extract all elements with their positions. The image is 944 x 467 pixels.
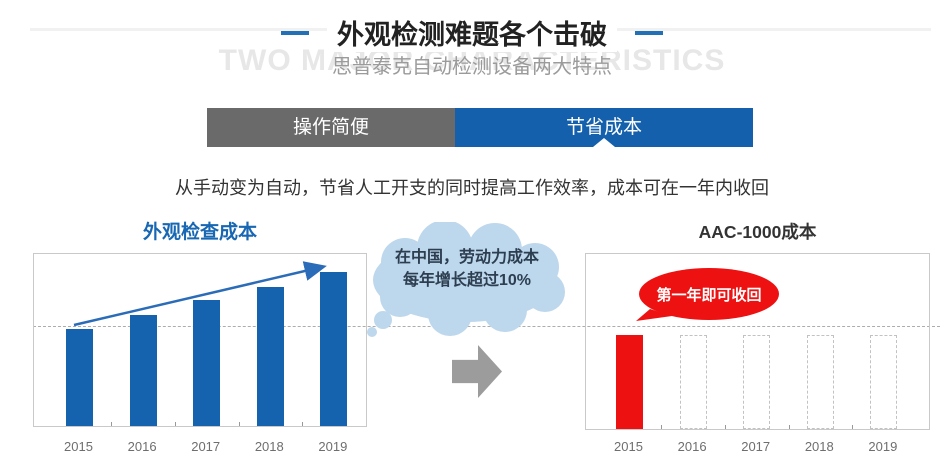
- right-chart-title: AAC-1000成本: [698, 222, 817, 242]
- tab-cost-saving[interactable]: 节省成本: [455, 108, 753, 147]
- axis-tick: [174, 422, 176, 426]
- axis-label-2017: 2017: [741, 439, 771, 454]
- cloud-bubble-icon: [367, 222, 565, 337]
- cloud-annotation-line2: 每年增长超过10%: [402, 272, 532, 289]
- page-title-wrap: 外观检测难题各个击破: [0, 13, 944, 52]
- axis-tick: [111, 422, 113, 426]
- bar-2019: [320, 272, 348, 426]
- active-tab-notch-icon: [593, 138, 615, 147]
- title-dash-right-icon: [635, 30, 663, 35]
- axis-label-2019: 2019: [868, 439, 898, 454]
- axis-tick: [302, 422, 304, 426]
- tab-easy-operation[interactable]: 操作简便: [207, 108, 455, 147]
- bar-2017: [193, 300, 221, 426]
- left-chart-plot: [33, 253, 367, 427]
- page-title: 外观检测难题各个击破: [327, 13, 617, 52]
- page-subtitle: 思普泰克自动检测设备两大特点: [332, 56, 612, 78]
- axis-tick: [852, 425, 854, 429]
- axis-tick: [238, 422, 240, 426]
- axis-label-2015: 2015: [64, 439, 93, 454]
- bar-2018: [256, 287, 284, 426]
- title-dash-left-icon: [281, 30, 309, 35]
- speech-bubble-text: 第一年即可收回: [656, 287, 762, 304]
- axis-tick: [788, 425, 790, 429]
- trend-arrow-icon: [73, 261, 327, 327]
- axis-tick: [724, 425, 726, 429]
- description-text: 从手动变为自动，节省人工开支的同时提高工作效率，成本可在一年内收回: [175, 178, 769, 198]
- bar-2015: [66, 329, 93, 426]
- bar-2018: [806, 335, 834, 429]
- cloud-annotation-text: 在中国，劳动力成本 每年增长超过10%: [372, 246, 562, 292]
- tab-easy-operation-label: 操作简便: [292, 117, 369, 138]
- left-chart-title: 外观检查成本: [142, 222, 257, 243]
- axis-label-2015: 2015: [614, 439, 643, 454]
- right-chart-plot: [585, 253, 930, 430]
- bar-2019: [870, 335, 898, 429]
- axis-label-2017: 2017: [191, 439, 221, 454]
- axis-label-2016: 2016: [127, 439, 157, 454]
- left-chart-x-axis: 2015 2016 2017 2018 2019: [33, 439, 367, 455]
- axis-label-2016: 2016: [677, 439, 707, 454]
- right-chart-x-axis: 2015 2016 2017 2018 2019: [585, 439, 930, 455]
- cloud-annotation-line1: 在中国，劳动力成本: [394, 249, 539, 266]
- bar-2016: [129, 315, 157, 426]
- axis-label-2019: 2019: [318, 439, 348, 454]
- bar-2015: [616, 335, 643, 429]
- baseline-dashed-gridline: [33, 326, 940, 327]
- axis-tick: [661, 425, 663, 429]
- bar-2017: [743, 335, 771, 429]
- speech-bubble-icon: [636, 268, 779, 321]
- right-arrow-icon: [452, 345, 502, 398]
- tab-cost-saving-label: 节省成本: [565, 117, 642, 138]
- axis-label-2018: 2018: [804, 439, 834, 454]
- bar-2016: [679, 335, 707, 429]
- axis-label-2018: 2018: [254, 439, 284, 454]
